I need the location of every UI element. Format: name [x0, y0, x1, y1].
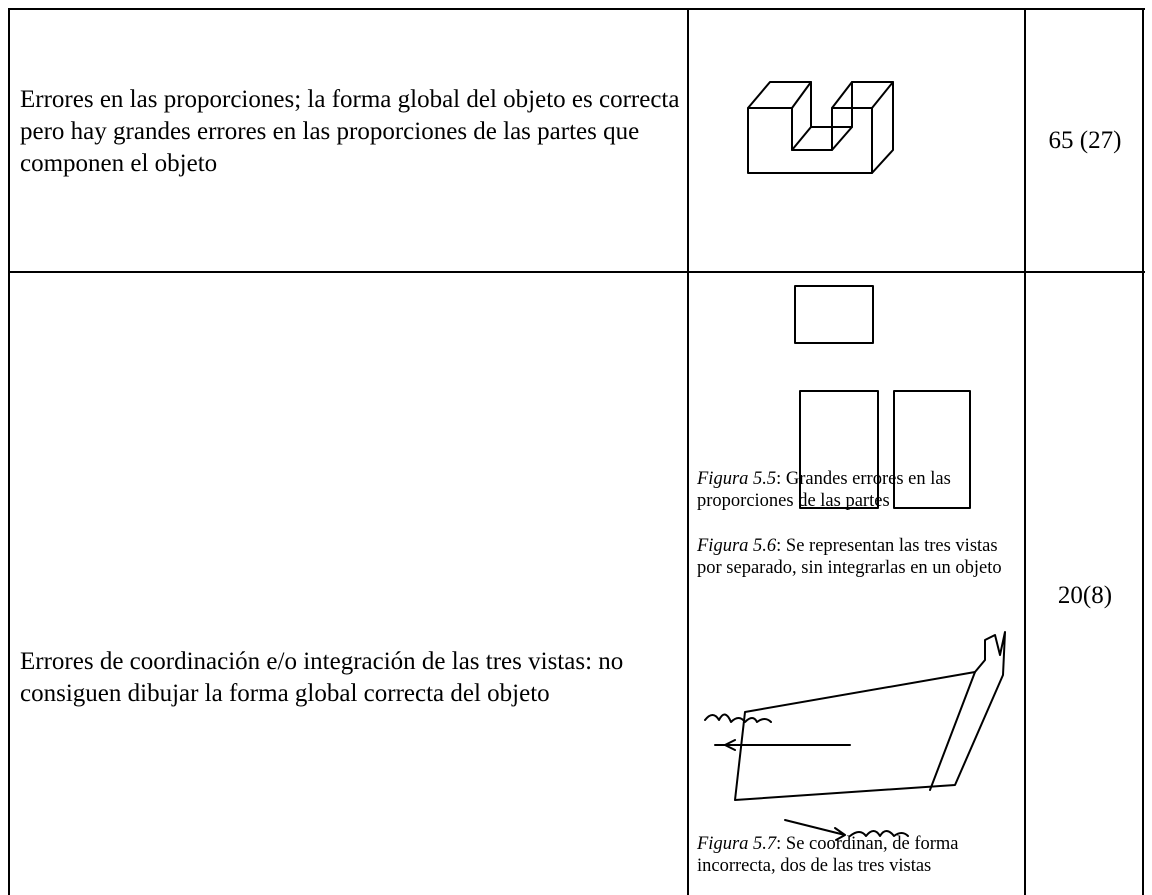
figure-label: Figura 5.5 — [697, 469, 777, 489]
figure-caption: Figura 5.6: Se representan las tres vist… — [697, 536, 1019, 579]
table-border — [8, 8, 1145, 10]
column-divider — [687, 8, 689, 895]
row-description: Errores de coordinación e/o integración … — [20, 648, 624, 707]
caption-text: : Grandes errores en las proporciones de… — [697, 469, 951, 511]
figure-5-6-sketch — [794, 285, 971, 509]
figure-label: Figura 5.7 — [697, 834, 777, 854]
figure-caption: Figura 5.7: Se coordinan, de forma incor… — [697, 834, 1019, 877]
figure-caption: Figura 5.5: Grandes errores en las propo… — [697, 469, 1019, 512]
table-border — [8, 8, 10, 895]
table-border — [1142, 8, 1144, 895]
count: 65 (27) — [1048, 127, 1122, 154]
caption-text: : Se representan las tres vistas por sep… — [697, 536, 1002, 578]
caption-text: : Se coordinan, de forma incorrecta, dos… — [697, 834, 959, 876]
figure-5-7-sketch — [704, 631, 1006, 841]
row-description: Errores en las proporciones; la forma gl… — [20, 86, 680, 177]
column-divider — [1024, 8, 1026, 895]
count: 20(8) — [1057, 582, 1113, 609]
figure-label: Figura 5.6 — [697, 536, 777, 556]
row-divider — [8, 271, 1145, 273]
figure-5-5-sketch — [747, 81, 894, 174]
